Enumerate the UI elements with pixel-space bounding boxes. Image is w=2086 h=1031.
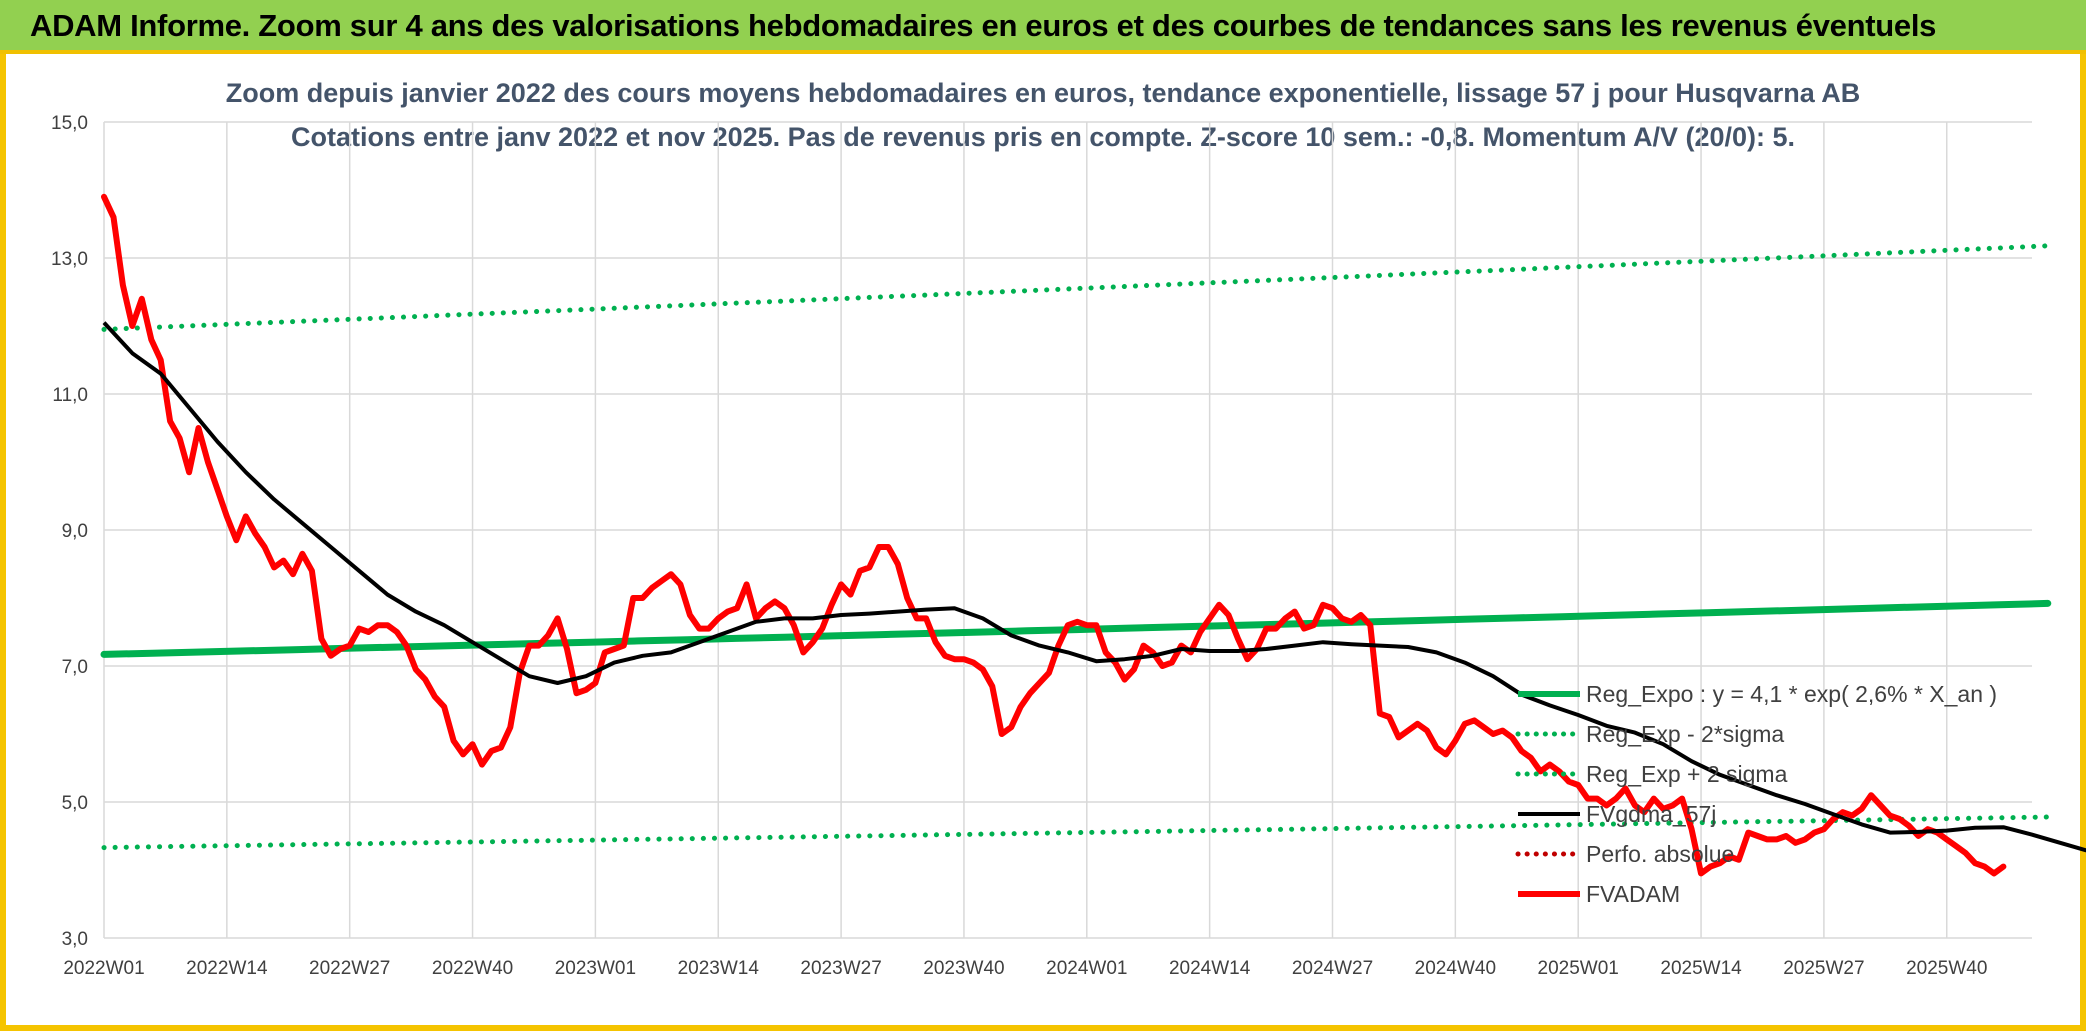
y-tick-label: 15,0 [51,113,88,134]
x-tick-label: 2025W01 [1538,958,1619,979]
legend-entry-label: Perfo. absolue [1586,841,1734,867]
report-banner: ADAM Informe. Zoom sur 4 ans des valoris… [0,0,2086,54]
x-tick-label: 2025W14 [1660,958,1742,979]
y-tick-label: 7,0 [62,657,88,678]
legend-entry-label: Reg_Exp + 2 sigma [1586,761,1788,787]
grid [103,121,2032,939]
y-tick-label: 9,0 [62,521,88,542]
x-tick-label: 2022W14 [186,958,268,979]
axis-ticks: 3,0 5,0 7,0 9,0 11,0 13,0 15,0 2022W01 2022W14 20… [51,113,1987,979]
x-tick-label: 2024W27 [1292,958,1373,979]
x-tick-label: 2025W40 [1906,958,1987,979]
series-fvgdma-57j [102,321,2086,853]
y-tick-label: 13,0 [51,249,88,270]
x-tick-label: 2022W01 [63,958,144,979]
legend-entry-label: FVgdma_57j [1586,801,1716,827]
series-reg-exp-plus-2sigma [101,243,2051,332]
chart-title: Zoom depuis janvier 2022 des cours moyen… [225,78,1861,108]
x-tick-label: 2024W14 [1169,958,1251,979]
legend-entry-label: FVADAM [1586,881,1680,907]
legend: Reg_Expo : y = 4,1 * exp( 2,6% * X_an ) R… [1515,681,1997,907]
series-reg-exp-minus-2sigma [101,814,2051,851]
x-tick-label: 2024W01 [1046,958,1127,979]
legend-entry-label: Reg_Expo : y = 4,1 * exp( 2,6% * X_an ) [1586,681,1997,707]
y-tick-label: 5,0 [62,793,88,814]
report-banner-title: ADAM Informe. Zoom sur 4 ans des valoris… [30,8,1937,43]
x-tick-label: 2025W27 [1783,958,1864,979]
x-tick-label: 2023W14 [678,958,760,979]
legend-entry-label: Reg_Exp - 2*sigma [1586,721,1784,747]
y-tick-label: 3,0 [62,929,88,950]
series-reg-expo [100,599,2052,658]
x-tick-label: 2023W01 [555,958,636,979]
chart-frame [0,54,2086,1031]
x-tick-label: 2023W40 [923,958,1004,979]
x-tick-label: 2024W40 [1415,958,1496,979]
x-tick-label: 2023W27 [800,958,881,979]
x-tick-label: 2022W27 [309,958,390,979]
y-tick-label: 11,0 [52,385,88,406]
chart-subtitle: Cotations entre janv 2022 et nov 2025. P… [290,122,1796,152]
series-fvadam [101,193,2007,877]
x-tick-label: 2022W40 [432,958,513,979]
series-layer [100,193,2086,877]
